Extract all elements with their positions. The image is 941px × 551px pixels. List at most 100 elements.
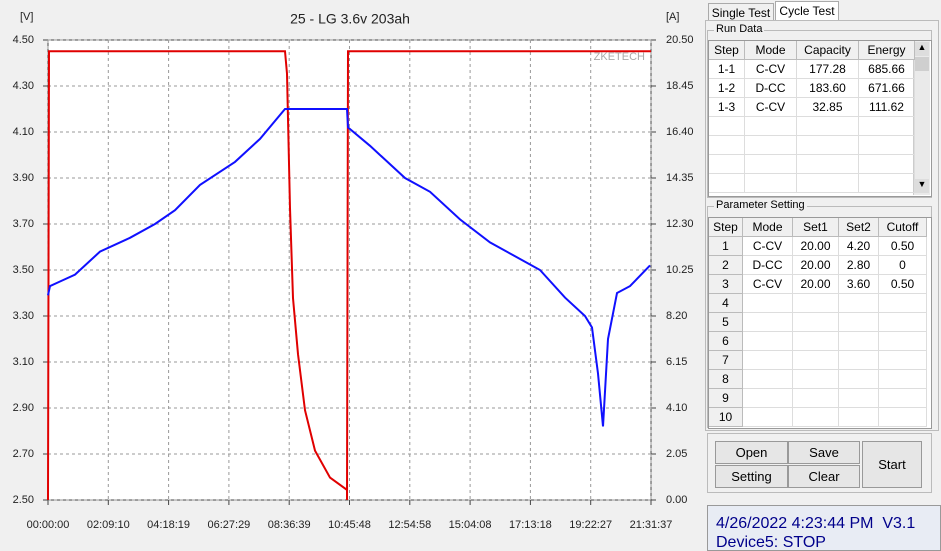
- y-tick-label: 3.50: [13, 264, 34, 276]
- table-cell: [859, 117, 915, 136]
- table-cell: [743, 294, 793, 313]
- column-header: Step: [709, 41, 745, 60]
- table-cell: [745, 136, 797, 155]
- column-header: Energy: [859, 41, 915, 60]
- tab-panel: [705, 20, 939, 431]
- y-tick-label: 2.50: [13, 494, 34, 506]
- table-cell: [793, 408, 839, 427]
- table-cell: 2.80: [839, 256, 879, 275]
- y2-tick-label: 14.35: [666, 172, 694, 184]
- table-cell: [879, 332, 927, 351]
- table-cell: [839, 370, 879, 389]
- scroll-up[interactable]: ▲: [915, 42, 929, 56]
- button-group: [707, 433, 932, 493]
- table-cell: [743, 389, 793, 408]
- x-tick-label: 12:54:58: [388, 519, 431, 531]
- table-cell: [709, 174, 745, 193]
- table-cell: [879, 389, 927, 408]
- table-cell: [879, 408, 927, 427]
- table-cell: 1-3: [709, 98, 745, 117]
- table-cell: D-CC: [743, 256, 793, 275]
- column-header: Set2: [839, 218, 879, 237]
- table-cell: [743, 370, 793, 389]
- table-cell: 20.00: [793, 237, 839, 256]
- table-cell: 6: [709, 332, 743, 351]
- status-box: 4/26/2022 4:23:44 PM V3.1 Device5: STOP: [707, 505, 941, 551]
- setting-button[interactable]: Setting: [715, 465, 788, 488]
- table-cell: [879, 370, 927, 389]
- x-tick-label: 04:18:19: [147, 519, 190, 531]
- group-title: Parameter Setting: [714, 199, 807, 211]
- table-cell: [793, 294, 839, 313]
- table-cell: 3.60: [839, 275, 879, 294]
- table-cell: C-CV: [745, 98, 797, 117]
- y2-tick-label: 2.05: [666, 448, 687, 460]
- y2-tick-label: 10.25: [666, 264, 694, 276]
- table-cell: 0.50: [879, 237, 927, 256]
- scroll-thumb[interactable]: [915, 57, 929, 71]
- table-cell: 1: [709, 237, 743, 256]
- table-cell: [743, 351, 793, 370]
- y2-tick-label: 4.10: [666, 402, 687, 414]
- tab-active[interactable]: Cycle Test: [775, 1, 839, 21]
- save-button[interactable]: Save: [788, 441, 860, 464]
- series-line: [47, 50, 651, 501]
- column-header: Cutoff: [879, 218, 927, 237]
- status-device: Device5: STOP: [716, 534, 826, 551]
- table-cell: [793, 389, 839, 408]
- table-cell: [709, 136, 745, 155]
- y-tick-label: 3.10: [13, 356, 34, 368]
- column-header: Capacity: [797, 41, 859, 60]
- table-cell: [859, 136, 915, 155]
- table-cell: [839, 408, 879, 427]
- table-cell: [879, 351, 927, 370]
- y-tick-label: 3.90: [13, 172, 34, 184]
- table-cell: 2: [709, 256, 743, 275]
- column-header: Mode: [745, 41, 797, 60]
- run-data-table: ▲ ▼ Step Mode Capacity Energy 1-1 C-CV 177.28 6…: [708, 40, 932, 197]
- table-cell: [745, 174, 797, 193]
- y-tick-label: 4.50: [13, 34, 34, 46]
- x-tick-label: 02:09:10: [87, 519, 130, 531]
- table-cell: 9: [709, 389, 743, 408]
- y-axis-label: [V]: [20, 11, 33, 23]
- x-tick-label: 08:36:39: [268, 519, 311, 531]
- y-tick-label: 2.70: [13, 448, 34, 460]
- scroll-down[interactable]: ▼: [915, 179, 929, 193]
- table-cell: 0.50: [879, 275, 927, 294]
- table-cell: C-CV: [743, 275, 793, 294]
- table-cell: [797, 136, 859, 155]
- table-cell: [859, 174, 915, 193]
- tab[interactable]: Single Test: [708, 3, 774, 21]
- column-header: Mode: [743, 218, 793, 237]
- status-version: V3.1: [882, 515, 916, 532]
- table-cell: [793, 313, 839, 332]
- table-cell: 20.00: [793, 275, 839, 294]
- table-cell: 5: [709, 313, 743, 332]
- table-cell: [879, 313, 927, 332]
- table-cell: 20.00: [793, 256, 839, 275]
- table-cell: 32.85: [797, 98, 859, 117]
- table-cell: [793, 332, 839, 351]
- clear-button[interactable]: Clear: [788, 465, 860, 488]
- y2-tick-label: 20.50: [666, 34, 694, 46]
- watermark: ZKETECH: [594, 51, 645, 63]
- y2-tick-label: 16.40: [666, 126, 694, 138]
- start-button[interactable]: Start: [862, 441, 922, 488]
- table-cell: [797, 117, 859, 136]
- scrollbar[interactable]: ▲ ▼: [913, 41, 930, 195]
- table-cell: [797, 155, 859, 174]
- table-cell: 7: [709, 351, 743, 370]
- table-cell: 8: [709, 370, 743, 389]
- y2-axis-label: [A]: [666, 11, 679, 23]
- table-cell: [839, 294, 879, 313]
- y2-tick-label: 18.45: [666, 80, 694, 92]
- parameter-table: Step Mode Set1 Set2 Cutoff 1 C-CV 20.00 4.20 0.50…: [708, 217, 932, 429]
- table-cell: [839, 332, 879, 351]
- y2-tick-label: 0.00: [666, 494, 687, 506]
- y-tick-label: 4.30: [13, 80, 34, 92]
- column-header: Step: [709, 218, 743, 237]
- column-header: Set1: [793, 218, 839, 237]
- open-button[interactable]: Open: [715, 441, 788, 464]
